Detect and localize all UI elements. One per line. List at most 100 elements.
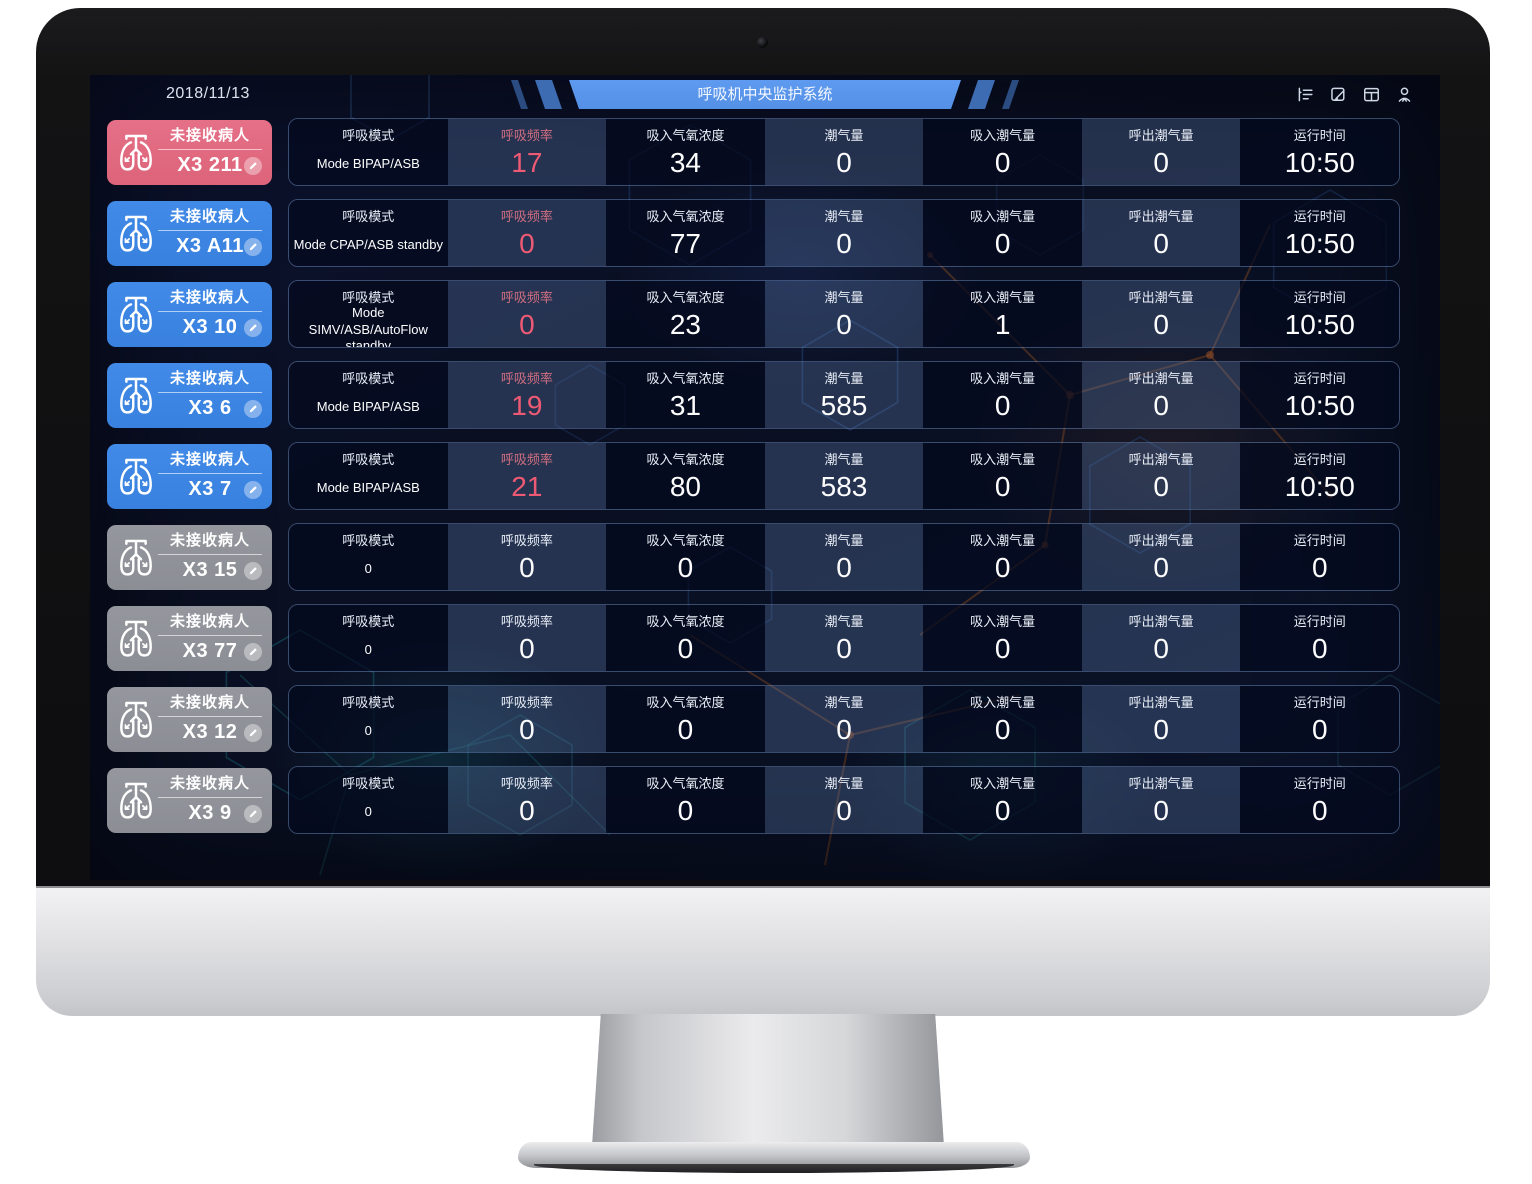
edit-icon[interactable]: [244, 561, 262, 580]
cell-label: 呼吸频率: [500, 371, 553, 386]
cell-mode: 呼吸模式 Mode CPAP/ASB standby: [289, 200, 448, 266]
patient-id: X3 211: [177, 154, 243, 176]
cell-label: 运行时间: [1293, 452, 1346, 467]
cell-insp_tidal: 吸入潮气量 0: [923, 767, 1082, 833]
cell-label: 呼吸模式: [342, 695, 395, 710]
topbar-icons: [1296, 85, 1414, 104]
patient-card[interactable]: 未接收病人 X3 10: [107, 281, 272, 347]
edit-icon[interactable]: [244, 804, 262, 823]
cell-mode: 呼吸模式 0: [289, 767, 448, 833]
patient-card[interactable]: 未接收病人 X3 A11: [107, 200, 272, 266]
cell-value: 0: [836, 228, 852, 259]
cell-tidal: 潮气量 0: [764, 524, 924, 590]
edit-icon[interactable]: [244, 237, 262, 256]
patient-card[interactable]: 未接收病人 X3 77: [107, 605, 272, 671]
edit-icon[interactable]: [244, 156, 262, 175]
cell-rate: 呼吸频率 17: [447, 119, 607, 185]
cell-value: Mode BIPAP/ASB: [316, 398, 420, 414]
cell-exp_tidal: 呼出潮气量 0: [1081, 686, 1241, 752]
cell-value: 10:50: [1284, 309, 1355, 340]
cell-runtime: 运行时间 10:50: [1240, 443, 1399, 509]
patient-card-text: 未接收病人 X3 15: [158, 533, 262, 582]
edit-icon[interactable]: [244, 318, 262, 337]
cell-label: 呼吸频率: [500, 695, 553, 710]
cell-label: 潮气量: [824, 371, 864, 386]
cell-runtime: 运行时间 10:50: [1240, 281, 1399, 347]
cell-label: 潮气量: [824, 209, 864, 224]
patient-card[interactable]: 未接收病人 X3 9: [107, 767, 272, 833]
cell-mode: 呼吸模式 Mode BIPAP/ASB: [289, 443, 448, 509]
cell-value: 0: [1153, 633, 1169, 664]
patient-status: 未接收病人: [169, 531, 250, 549]
cell-value: 0: [1153, 390, 1169, 421]
cell-label: 呼出潮气量: [1128, 695, 1194, 710]
card-divider: [158, 391, 262, 393]
cell-rate: 呼吸频率 0: [447, 281, 607, 347]
lungs-icon: [114, 130, 158, 174]
cell-label: 吸入潮气量: [970, 695, 1036, 710]
edit-note-icon[interactable]: [1329, 85, 1348, 104]
cell-runtime: 运行时间 10:50: [1240, 119, 1399, 185]
user-icon[interactable]: [1395, 85, 1414, 104]
cell-exp_tidal: 呼出潮气量 0: [1081, 524, 1241, 590]
cell-tidal: 潮气量 0: [764, 605, 924, 671]
edit-icon[interactable]: [244, 480, 262, 499]
patient-card[interactable]: 未接收病人 X3 6: [107, 362, 272, 428]
cell-value: 0: [1311, 714, 1328, 745]
cell-label: 运行时间: [1293, 371, 1346, 386]
cell-label: 呼出潮气量: [1128, 290, 1194, 305]
cell-tidal: 潮气量 585: [764, 362, 924, 428]
patient-id: X3 77: [182, 640, 238, 662]
cell-runtime: 运行时间 10:50: [1240, 200, 1399, 266]
layout-icon[interactable]: [1362, 85, 1381, 104]
card-divider: [158, 553, 262, 555]
lungs-icon: [114, 211, 158, 255]
edit-icon[interactable]: [244, 723, 262, 742]
patient-id-row: X3 A11: [158, 235, 262, 258]
cell-value: 583: [820, 471, 868, 502]
cell-label: 吸入潮气量: [970, 371, 1036, 386]
patient-card[interactable]: 未接收病人 X3 12: [107, 686, 272, 752]
row-data: 呼吸模式 Mode BIPAP/ASB 呼吸频率 21 吸入气氧浓度 80 潮气量 583 吸入…: [288, 442, 1400, 510]
cell-insp_tidal: 吸入潮气量 1: [923, 281, 1082, 347]
cell-label: 呼出潮气量: [1128, 209, 1194, 224]
patient-status: 未接收病人: [169, 774, 250, 792]
cell-value: 0: [994, 471, 1011, 502]
patient-status: 未接收病人: [169, 369, 250, 387]
cell-value: 0: [364, 641, 372, 657]
patient-status: 未接收病人: [169, 612, 250, 630]
cell-insp_tidal: 吸入潮气量 0: [923, 686, 1082, 752]
patient-id-row: X3 10: [158, 316, 262, 339]
cell-value: 0: [836, 309, 852, 340]
cell-value: 0: [994, 633, 1011, 664]
banner-stripe: [535, 80, 562, 109]
cell-label: 吸入气氧浓度: [646, 695, 725, 710]
cell-value: 0: [994, 228, 1011, 259]
cell-value: 0: [364, 722, 372, 738]
cell-value: 0: [1311, 552, 1328, 583]
edit-icon[interactable]: [244, 399, 262, 418]
app-screen: 2018/11/13 呼吸机中央监护系统: [90, 75, 1440, 880]
cell-mode: 呼吸模式 Mode BIPAP/ASB: [289, 119, 448, 185]
cell-value: 0: [519, 228, 535, 259]
patient-card[interactable]: 未接收病人 X3 211: [107, 119, 272, 185]
patient-id-row: X3 7: [158, 478, 262, 501]
cell-value: Mode CPAP/ASB standby: [293, 236, 443, 252]
cell-value: 0: [519, 714, 535, 745]
patient-card[interactable]: 未接收病人 X3 7: [107, 443, 272, 509]
collapse-menu-icon[interactable]: [1296, 85, 1315, 104]
patient-card[interactable]: 未接收病人 X3 15: [107, 524, 272, 590]
lungs-icon: [114, 373, 158, 417]
patient-row: 未接收病人 X3 A11 呼吸模式 Mode CPAP/ASB standby 呼吸…: [107, 199, 1416, 267]
cell-label: 呼吸频率: [500, 452, 553, 467]
cell-label: 吸入潮气量: [970, 452, 1036, 467]
cell-label: 呼吸频率: [500, 533, 553, 548]
banner-stripe: [968, 80, 995, 109]
monitor-chin: [36, 886, 1490, 1016]
cell-mode: 呼吸模式 0: [289, 524, 448, 590]
cell-value: 31: [669, 390, 702, 421]
row-data: 呼吸模式 Mode CPAP/ASB standby 呼吸频率 0 吸入气氧浓度 77 潮气…: [288, 199, 1400, 267]
cell-label: 呼出潮气量: [1128, 452, 1194, 467]
edit-icon[interactable]: [244, 642, 262, 661]
cell-insp_tidal: 吸入潮气量 0: [923, 605, 1082, 671]
